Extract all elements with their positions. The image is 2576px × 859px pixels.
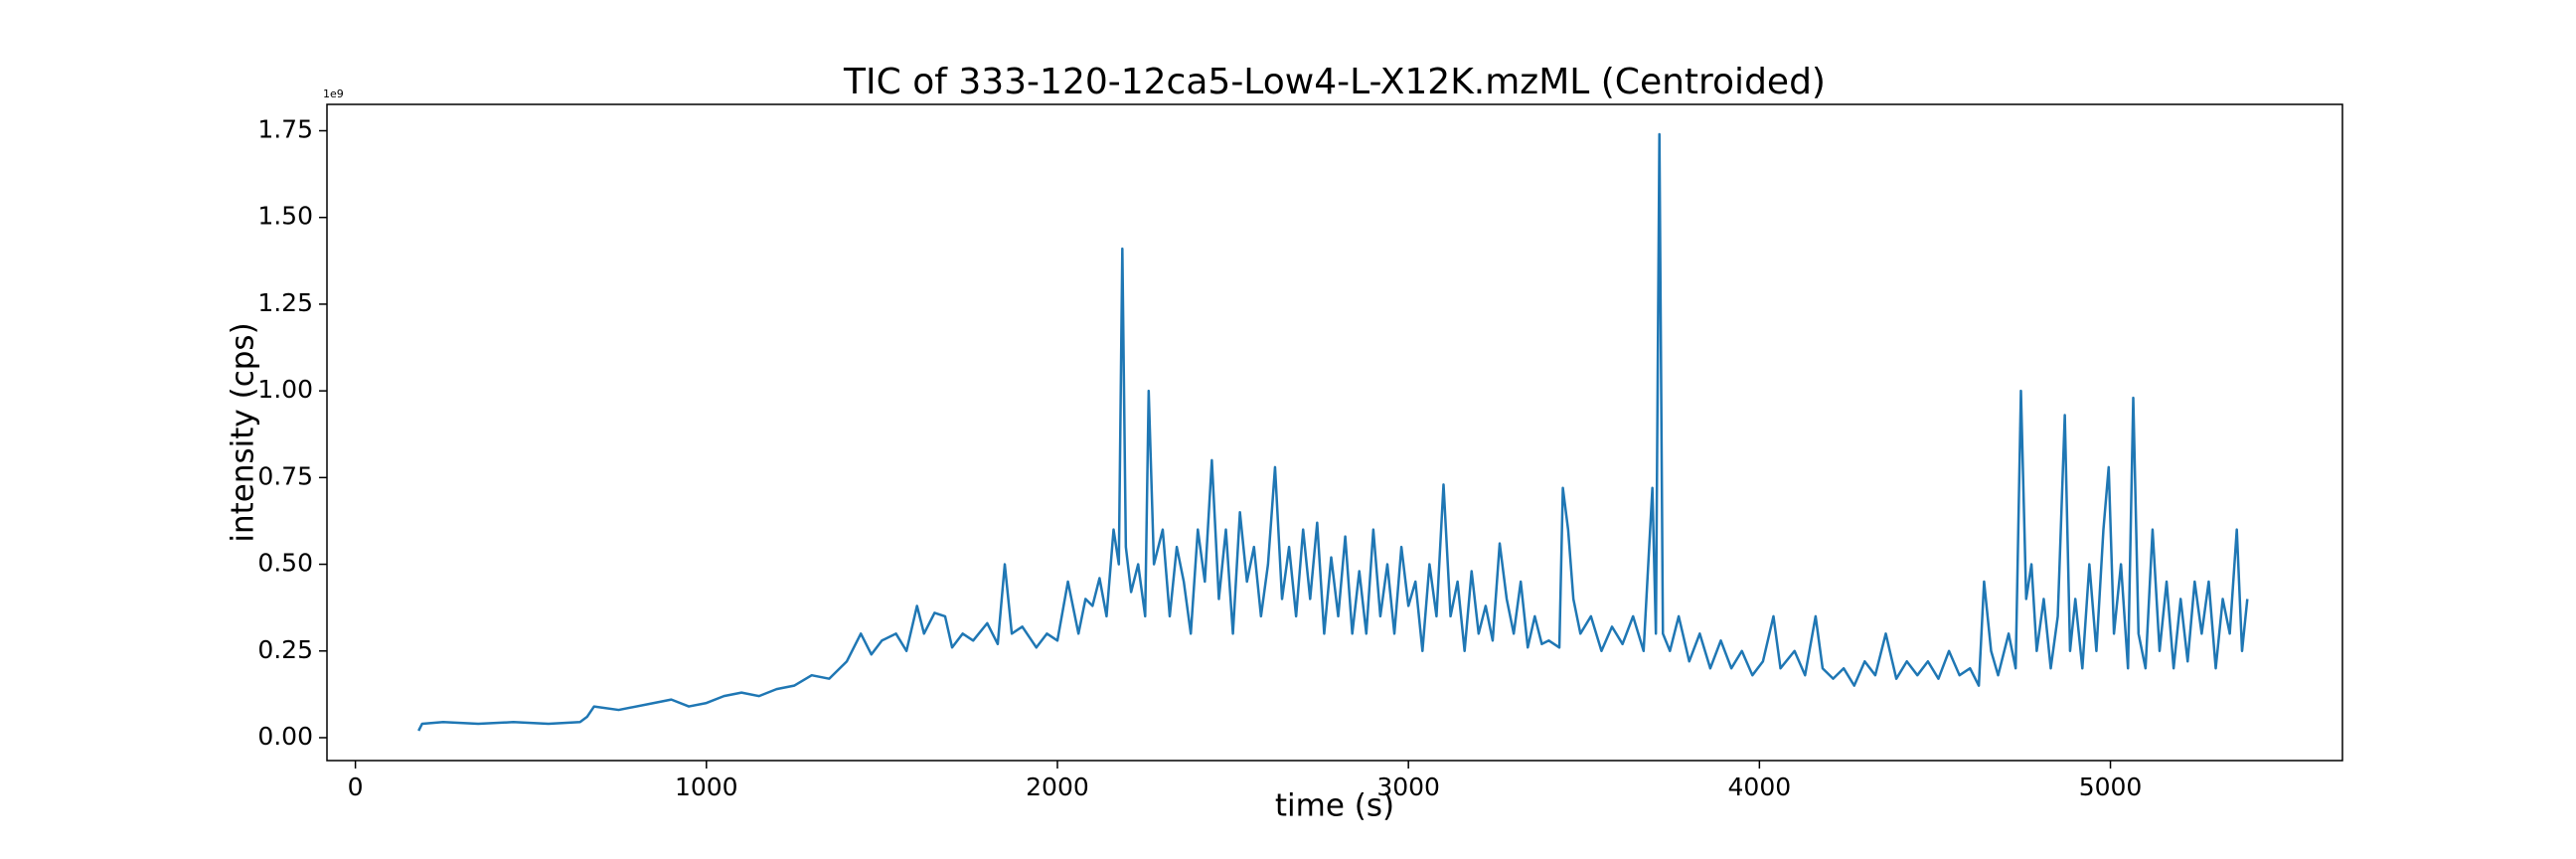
y-tick-label: 1.00: [257, 375, 313, 404]
y-tick-label: 0.25: [257, 635, 313, 664]
plot-frame: [326, 103, 2343, 762]
x-tick-label: 4000: [1728, 773, 1792, 801]
y-offset-label: 1e9: [323, 87, 344, 100]
chart-title: TIC of 333-120-12ca5-Low4-L-X12K.mzML (C…: [843, 62, 1826, 102]
x-tick-label: 3000: [1376, 773, 1440, 801]
y-tick-label: 1.75: [257, 115, 313, 144]
y-axis-label: intensity (cps): [226, 322, 261, 542]
y-tick-label: 0.00: [257, 722, 313, 751]
x-tick-label: 5000: [2079, 773, 2143, 801]
x-tick-label: 1000: [675, 773, 738, 801]
y-tick-label: 0.50: [257, 549, 313, 578]
y-tick-label: 0.75: [257, 461, 313, 490]
x-tick-label: 0: [348, 773, 364, 801]
x-tick-label: 2000: [1026, 773, 1089, 801]
y-tick-label: 1.25: [257, 288, 313, 317]
data-line: [417, 132, 2249, 732]
y-tick-label: 1.50: [257, 202, 313, 231]
x-axis-label: time (s): [1275, 788, 1394, 824]
